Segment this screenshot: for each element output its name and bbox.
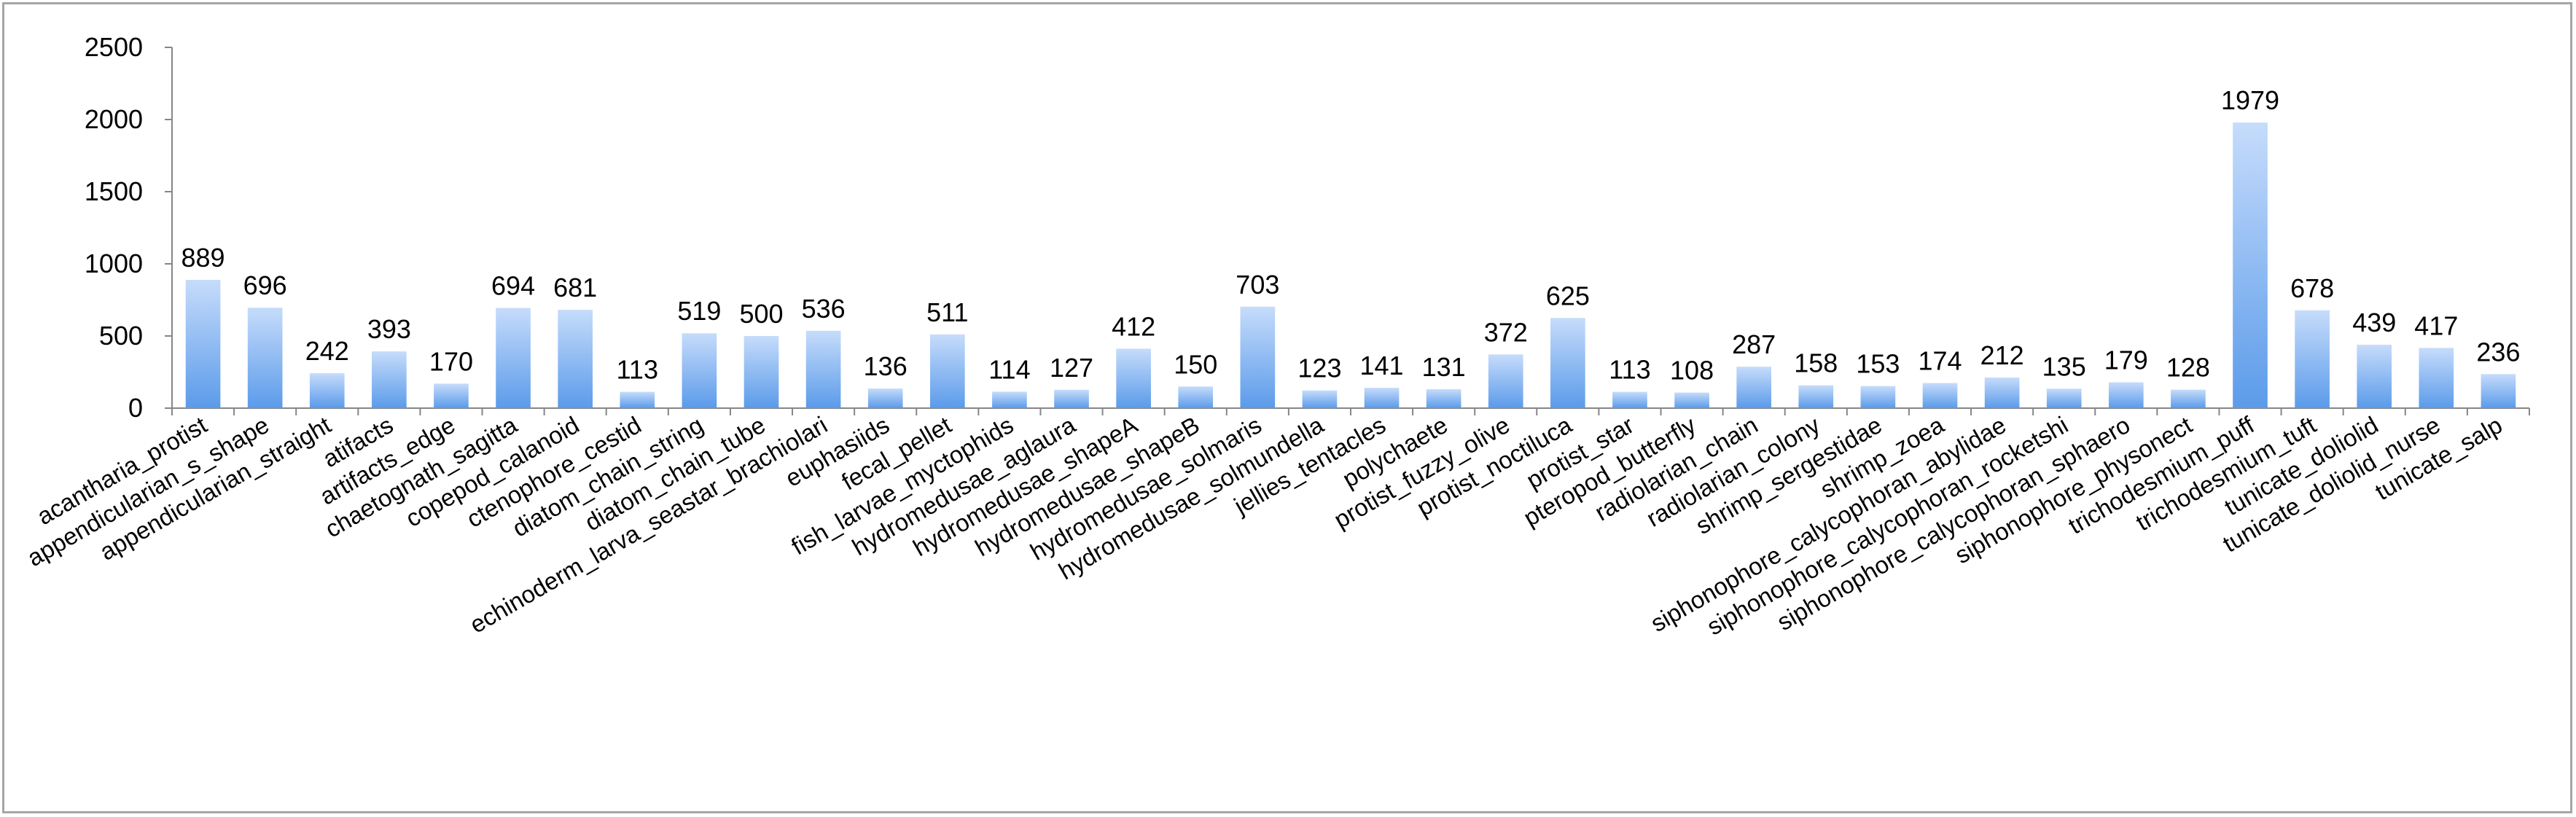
bar xyxy=(2108,382,2144,408)
data-label: 128 xyxy=(2166,353,2210,383)
data-label: 212 xyxy=(1980,340,2024,370)
data-label: 519 xyxy=(677,296,721,326)
data-label: 417 xyxy=(2414,310,2458,340)
data-labels: 889 696 242 393 170 694 681 113 519 500 536 136 511 1… xyxy=(182,85,2521,385)
y-tick-label: 2500 xyxy=(85,32,143,62)
data-label: 703 xyxy=(1236,270,1279,300)
data-label: 536 xyxy=(802,294,846,324)
x-tick-labels: acantharia_protistappendicularian_s_shap… xyxy=(23,411,2507,641)
bar xyxy=(2171,389,2206,408)
bar xyxy=(2481,374,2516,408)
y-tick-label: 2000 xyxy=(85,104,143,134)
data-label: 114 xyxy=(988,354,1030,384)
data-label: 678 xyxy=(2290,273,2334,303)
bar xyxy=(867,388,903,408)
data-label: 694 xyxy=(491,271,535,301)
bar xyxy=(1178,386,1214,408)
data-label: 150 xyxy=(1174,349,1217,379)
bar xyxy=(992,391,1027,408)
data-label: 113 xyxy=(617,355,658,385)
data-label: 179 xyxy=(2104,345,2148,375)
data-label: 393 xyxy=(367,314,411,344)
bar xyxy=(1240,306,1276,408)
data-label: 108 xyxy=(1670,356,1714,386)
bar xyxy=(372,351,407,408)
bar xyxy=(2233,122,2268,408)
bar-series xyxy=(185,122,2516,408)
bar xyxy=(434,383,469,408)
bar xyxy=(247,308,283,408)
bar xyxy=(620,391,655,408)
bar xyxy=(1302,390,1338,408)
bar xyxy=(1488,354,1523,408)
bar xyxy=(496,308,531,408)
data-label: 1979 xyxy=(2221,85,2279,115)
y-tick-label: 500 xyxy=(99,321,143,351)
data-label: 170 xyxy=(429,346,473,376)
bar xyxy=(1798,385,1834,408)
bar xyxy=(2295,310,2330,408)
data-label: 127 xyxy=(1050,353,1093,383)
bar xyxy=(1860,386,1896,408)
data-label: 236 xyxy=(2476,337,2520,367)
bar xyxy=(1674,392,1709,408)
data-label: 136 xyxy=(864,351,908,381)
bar xyxy=(1054,389,1089,408)
data-label: 511 xyxy=(926,297,968,327)
bar xyxy=(1116,348,1151,408)
data-label: 131 xyxy=(1422,352,1466,382)
data-label: 412 xyxy=(1112,311,1155,341)
bar xyxy=(1922,383,1958,408)
bar xyxy=(2357,345,2392,408)
data-label: 287 xyxy=(1732,329,1776,359)
data-label: 372 xyxy=(1484,317,1528,347)
data-label: 242 xyxy=(305,336,349,366)
x-axis xyxy=(171,407,2530,415)
data-label: 696 xyxy=(243,270,287,300)
data-label: 500 xyxy=(739,299,783,329)
bar xyxy=(929,334,965,408)
bar xyxy=(1612,391,1647,408)
data-label: 123 xyxy=(1297,353,1341,383)
data-label: 625 xyxy=(1546,281,1590,310)
bar xyxy=(682,333,717,408)
bar xyxy=(1550,318,1585,408)
bar xyxy=(309,373,345,408)
data-label: 889 xyxy=(182,243,225,273)
bar xyxy=(1736,367,1772,408)
y-tick-label: 1000 xyxy=(85,249,143,278)
bar xyxy=(2419,348,2454,408)
data-label: 135 xyxy=(2042,351,2086,381)
data-label: 681 xyxy=(553,273,597,302)
data-label: 158 xyxy=(1794,348,1838,378)
bar xyxy=(2046,388,2082,408)
data-label: 439 xyxy=(2352,308,2396,337)
y-tick-label: 1500 xyxy=(85,176,143,206)
bar xyxy=(1364,388,1400,408)
data-label: 153 xyxy=(1856,349,1900,379)
data-label: 113 xyxy=(1609,355,1650,385)
data-label: 174 xyxy=(1918,346,1962,376)
y-tick-label: 0 xyxy=(128,393,143,423)
bar xyxy=(805,330,841,408)
bar xyxy=(1426,389,1461,408)
bar xyxy=(185,279,221,408)
bar xyxy=(743,336,779,408)
bar xyxy=(558,310,593,408)
y-axis: 0 500 1000 1500 2000 2500 xyxy=(85,32,173,423)
data-label: 141 xyxy=(1360,351,1404,380)
bar xyxy=(1984,378,2020,408)
